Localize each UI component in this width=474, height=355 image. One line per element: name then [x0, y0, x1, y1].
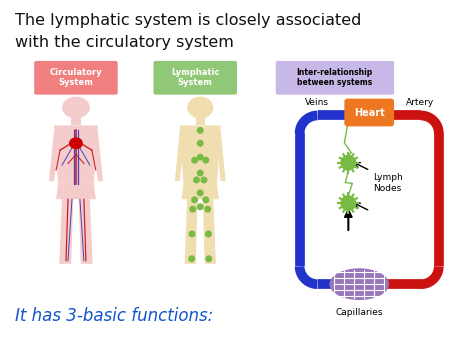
- Polygon shape: [92, 130, 103, 181]
- Circle shape: [202, 196, 210, 203]
- Ellipse shape: [329, 268, 389, 300]
- Circle shape: [197, 190, 204, 196]
- Polygon shape: [196, 118, 205, 125]
- FancyBboxPatch shape: [154, 61, 237, 95]
- Ellipse shape: [62, 97, 90, 119]
- Circle shape: [193, 176, 200, 184]
- Circle shape: [197, 154, 204, 160]
- Polygon shape: [54, 125, 98, 184]
- Circle shape: [205, 255, 212, 262]
- FancyBboxPatch shape: [345, 99, 394, 126]
- Text: Circulatory
System: Circulatory System: [50, 68, 102, 87]
- Text: It has 3-basic functions:: It has 3-basic functions:: [15, 307, 214, 325]
- Text: Lymph
Nodes: Lymph Nodes: [373, 173, 403, 193]
- Polygon shape: [203, 199, 216, 264]
- Polygon shape: [56, 184, 96, 199]
- Text: The lymphatic system is closely associated: The lymphatic system is closely associat…: [15, 13, 362, 28]
- Circle shape: [189, 206, 196, 213]
- FancyBboxPatch shape: [34, 61, 118, 95]
- Polygon shape: [216, 130, 226, 181]
- Polygon shape: [180, 125, 221, 184]
- Text: Lymphatic
System: Lymphatic System: [171, 68, 219, 87]
- Circle shape: [191, 196, 198, 203]
- Polygon shape: [79, 199, 92, 264]
- Text: Artery: Artery: [406, 98, 434, 106]
- Ellipse shape: [187, 97, 213, 119]
- Polygon shape: [59, 199, 73, 264]
- Polygon shape: [182, 184, 219, 199]
- Circle shape: [340, 195, 356, 211]
- Ellipse shape: [69, 137, 83, 149]
- Text: Veins: Veins: [305, 98, 328, 106]
- Circle shape: [189, 230, 195, 237]
- FancyBboxPatch shape: [276, 61, 394, 95]
- Circle shape: [188, 255, 195, 262]
- Polygon shape: [175, 130, 184, 181]
- Text: with the circulatory system: with the circulatory system: [15, 35, 234, 50]
- Polygon shape: [71, 118, 81, 125]
- Polygon shape: [49, 130, 59, 181]
- Text: Heart: Heart: [354, 108, 384, 118]
- Circle shape: [202, 157, 210, 164]
- Circle shape: [197, 170, 204, 176]
- Circle shape: [197, 127, 204, 134]
- Circle shape: [204, 206, 211, 213]
- Text: Inter-relationship
between systems: Inter-relationship between systems: [296, 68, 373, 87]
- Circle shape: [201, 176, 208, 184]
- Circle shape: [205, 230, 212, 237]
- Circle shape: [197, 203, 204, 210]
- Circle shape: [340, 155, 356, 171]
- Polygon shape: [184, 199, 198, 264]
- Circle shape: [197, 140, 204, 147]
- Text: Capillaries: Capillaries: [336, 308, 383, 317]
- Circle shape: [191, 157, 198, 164]
